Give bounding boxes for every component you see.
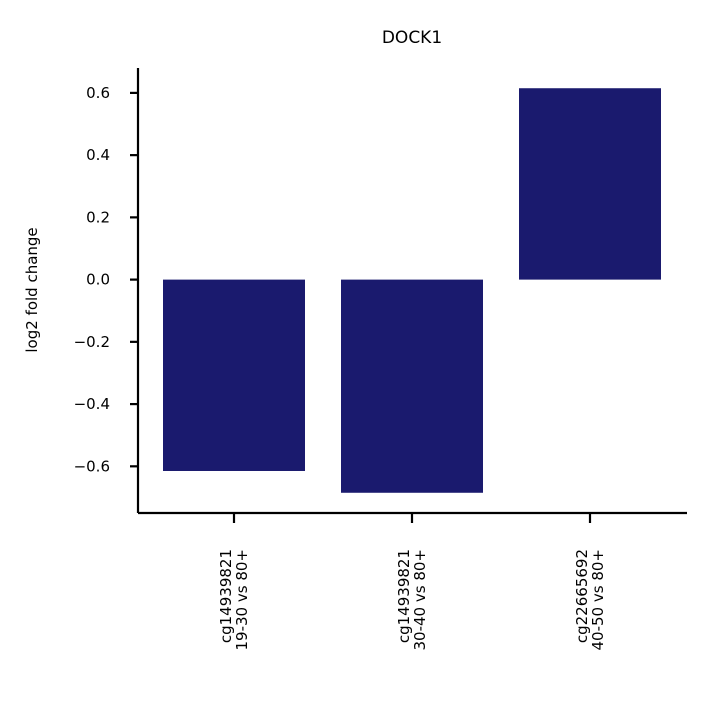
x-tick-label-line2: 40-50 vs 80+ — [589, 549, 607, 650]
y-tick-label: −0.2 — [74, 333, 110, 351]
x-tick-label-line1: cg14939821 — [217, 549, 235, 643]
x-tick-label-line1: cg14939821 — [395, 549, 413, 643]
bars-group — [163, 88, 661, 493]
y-tick-label: 0.0 — [86, 271, 110, 289]
bar-1 — [341, 279, 483, 493]
y-axis-label: log2 fold change — [23, 227, 41, 352]
y-tick-label: 0.4 — [86, 146, 110, 164]
bar-0 — [163, 279, 305, 471]
bar-2 — [519, 88, 661, 280]
y-tick-label: −0.6 — [74, 457, 110, 475]
y-axis: 0.6 0.4 0.2 0.0 −0.2 −0.4 −0.6 — [74, 68, 140, 513]
x-tick-label-line1: cg22665692 — [573, 549, 591, 643]
x-tick-label-line2: 30-40 vs 80+ — [411, 549, 429, 650]
chart-title: DOCK1 — [382, 28, 442, 48]
y-tick-label: 0.2 — [86, 208, 110, 226]
y-tick-label: 0.6 — [86, 84, 110, 102]
y-tick-label: −0.4 — [74, 395, 110, 413]
x-tick-label-line2: 19-30 vs 80+ — [233, 549, 251, 650]
